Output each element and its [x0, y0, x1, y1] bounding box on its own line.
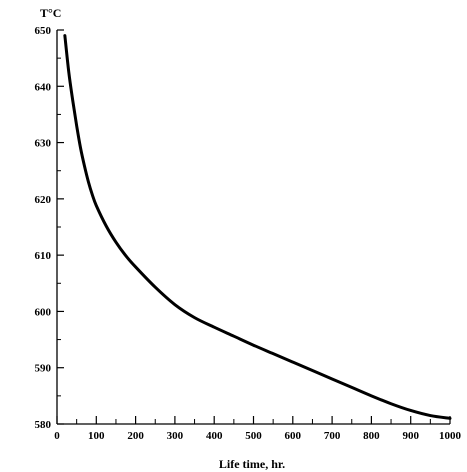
y-tick-label: 630	[35, 138, 52, 150]
y-tick-label: 650	[35, 25, 52, 37]
y-tick-label: 620	[35, 194, 52, 206]
x-tick-label: 300	[167, 430, 184, 442]
x-tick-label: 1000	[439, 430, 462, 442]
y-axis-ticks: 580 590 600 610 620 630 640 650	[35, 25, 64, 431]
x-tick-label: 500	[245, 430, 262, 442]
x-tick-label: 700	[324, 430, 341, 442]
x-axis-ticks: 0 100 200 300 400 500 600 700 800 900 1000	[54, 416, 462, 442]
x-tick-label: 400	[206, 430, 223, 442]
y-axis-label: T°C	[40, 6, 61, 20]
x-tick-label: 0	[54, 430, 60, 442]
y-tick-label: 640	[35, 81, 52, 93]
x-tick-label: 800	[363, 430, 380, 442]
y-tick-label: 600	[35, 306, 52, 318]
x-tick-label: 200	[127, 430, 144, 442]
x-tick-label: 600	[285, 430, 302, 442]
x-tick-label: 100	[88, 430, 105, 442]
y-tick-label: 590	[35, 363, 52, 375]
y-tick-label: 610	[35, 250, 52, 262]
y-tick-label: 580	[35, 419, 52, 431]
series-line	[63, 34, 452, 420]
x-axis-label: Life time, hr.	[219, 457, 285, 471]
x-tick-label: 900	[402, 430, 419, 442]
